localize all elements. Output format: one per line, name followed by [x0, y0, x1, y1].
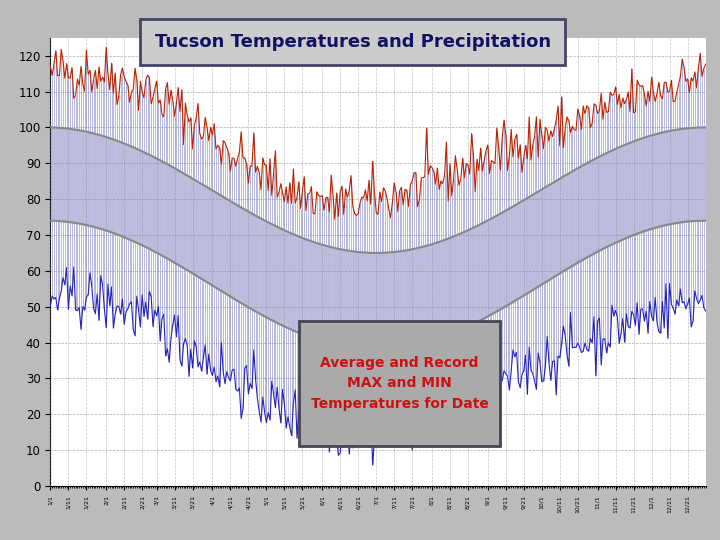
- Text: Tucson Temperatures and Precipitation: Tucson Temperatures and Precipitation: [155, 33, 551, 51]
- Text: Average and Record
MAX and MIN
Temperatures for Date: Average and Record MAX and MIN Temperatu…: [310, 356, 489, 411]
